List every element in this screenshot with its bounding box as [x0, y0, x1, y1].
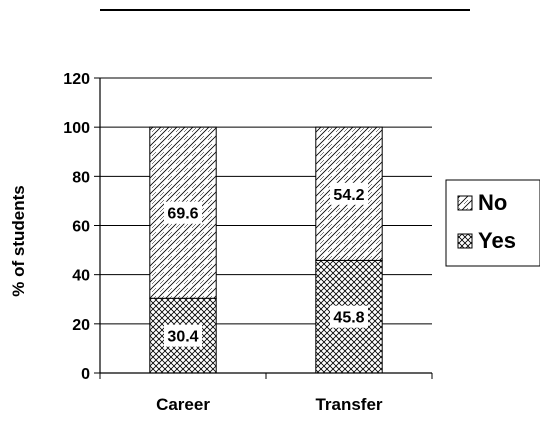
legend-label-yes: Yes [478, 228, 516, 253]
data-label-bg [330, 182, 368, 205]
data-label-bg [330, 305, 368, 328]
y-tick-label: 0 [81, 366, 90, 383]
x-category-label: Career [156, 395, 210, 414]
y-axis-title: % of students [9, 185, 28, 296]
data-labels: 30.4 69.6 45.8 54.2 [164, 182, 368, 347]
data-label-bg [164, 324, 202, 347]
y-tick-label: 60 [72, 219, 90, 236]
y-tick-label: 80 [72, 169, 90, 186]
data-label: 45.8 [333, 310, 364, 327]
y-tick-label: 120 [63, 71, 90, 88]
y-tick-label: 20 [72, 317, 90, 334]
axes: 0 20 40 60 80 100 120 Career Transfer [63, 71, 433, 414]
legend-label-no: No [478, 190, 507, 215]
legend-swatch-yes [457, 233, 473, 249]
legend-swatch-no [457, 195, 473, 211]
y-tick-label: 40 [72, 268, 90, 285]
data-label-bg [164, 201, 202, 224]
legend-box [445, 179, 540, 267]
data-label: 30.4 [167, 329, 198, 346]
y-tick-label: 100 [63, 120, 90, 137]
data-label: 69.6 [167, 206, 198, 223]
legend: No Yes [445, 179, 540, 267]
data-label: 54.2 [333, 187, 364, 204]
x-category-label: Transfer [315, 395, 382, 414]
